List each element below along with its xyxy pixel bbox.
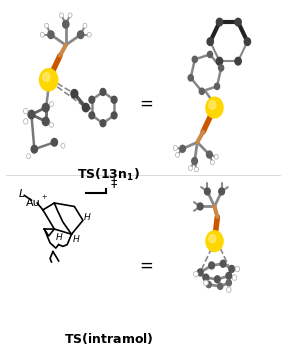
Circle shape — [209, 262, 214, 269]
Circle shape — [235, 266, 240, 272]
Circle shape — [199, 88, 204, 94]
Circle shape — [204, 280, 208, 286]
Circle shape — [71, 90, 78, 98]
Circle shape — [218, 283, 223, 289]
Circle shape — [206, 97, 223, 118]
Circle shape — [197, 269, 203, 276]
Text: H: H — [55, 233, 62, 242]
Circle shape — [217, 18, 223, 26]
Circle shape — [89, 96, 95, 103]
Circle shape — [78, 31, 84, 39]
Circle shape — [192, 158, 197, 164]
Circle shape — [219, 188, 225, 195]
Circle shape — [111, 112, 117, 119]
Circle shape — [232, 275, 237, 280]
Circle shape — [235, 57, 241, 65]
Circle shape — [188, 166, 192, 171]
Circle shape — [45, 23, 49, 28]
Text: H: H — [72, 235, 79, 244]
Circle shape — [204, 188, 210, 195]
Circle shape — [87, 32, 91, 37]
Circle shape — [23, 119, 28, 124]
Circle shape — [83, 23, 87, 28]
Circle shape — [217, 57, 223, 65]
Circle shape — [220, 260, 226, 267]
Circle shape — [100, 120, 106, 127]
Text: L: L — [18, 189, 25, 199]
Circle shape — [206, 231, 223, 252]
Circle shape — [28, 110, 35, 119]
Circle shape — [226, 272, 232, 279]
Circle shape — [188, 75, 193, 81]
Circle shape — [42, 117, 49, 126]
Circle shape — [176, 152, 180, 157]
Circle shape — [209, 235, 216, 243]
Circle shape — [219, 65, 224, 71]
Circle shape — [111, 96, 117, 103]
Circle shape — [27, 154, 31, 159]
Circle shape — [173, 146, 177, 151]
Circle shape — [227, 287, 231, 293]
Circle shape — [31, 145, 37, 153]
Text: Au: Au — [25, 198, 40, 208]
Circle shape — [206, 151, 212, 158]
Circle shape — [194, 167, 198, 172]
Circle shape — [49, 102, 53, 107]
Text: H: H — [84, 213, 91, 222]
Circle shape — [194, 271, 198, 277]
Circle shape — [207, 51, 212, 58]
Circle shape — [214, 276, 220, 283]
Text: =: = — [139, 256, 153, 274]
Circle shape — [61, 143, 65, 148]
Circle shape — [68, 13, 72, 18]
Circle shape — [180, 145, 185, 152]
Circle shape — [244, 38, 251, 45]
Circle shape — [226, 280, 231, 286]
Circle shape — [23, 108, 28, 114]
Circle shape — [40, 32, 44, 37]
Circle shape — [235, 18, 241, 26]
Text: $\ddagger$: $\ddagger$ — [110, 176, 118, 190]
Circle shape — [210, 160, 214, 165]
Circle shape — [206, 281, 211, 288]
Circle shape — [89, 112, 95, 119]
Circle shape — [82, 103, 89, 112]
Circle shape — [207, 38, 213, 45]
Circle shape — [100, 88, 106, 95]
Circle shape — [214, 154, 218, 159]
Circle shape — [49, 122, 53, 127]
Circle shape — [59, 13, 63, 18]
Circle shape — [197, 203, 203, 210]
Circle shape — [214, 83, 220, 90]
Circle shape — [51, 138, 57, 146]
Text: $\mathbf{TS(13n_1)}$: $\mathbf{TS(13n_1)}$ — [77, 167, 140, 183]
Circle shape — [39, 69, 58, 91]
Circle shape — [42, 103, 49, 112]
Text: $\mathbf{TS(intramol)}$: $\mathbf{TS(intramol)}$ — [64, 331, 154, 346]
Circle shape — [63, 20, 69, 28]
Circle shape — [43, 73, 50, 82]
Text: $^+$: $^+$ — [40, 195, 48, 204]
Circle shape — [203, 274, 209, 281]
Circle shape — [192, 56, 197, 62]
Circle shape — [209, 101, 216, 109]
Text: =: = — [139, 95, 153, 113]
Circle shape — [229, 265, 235, 272]
Circle shape — [48, 31, 54, 39]
